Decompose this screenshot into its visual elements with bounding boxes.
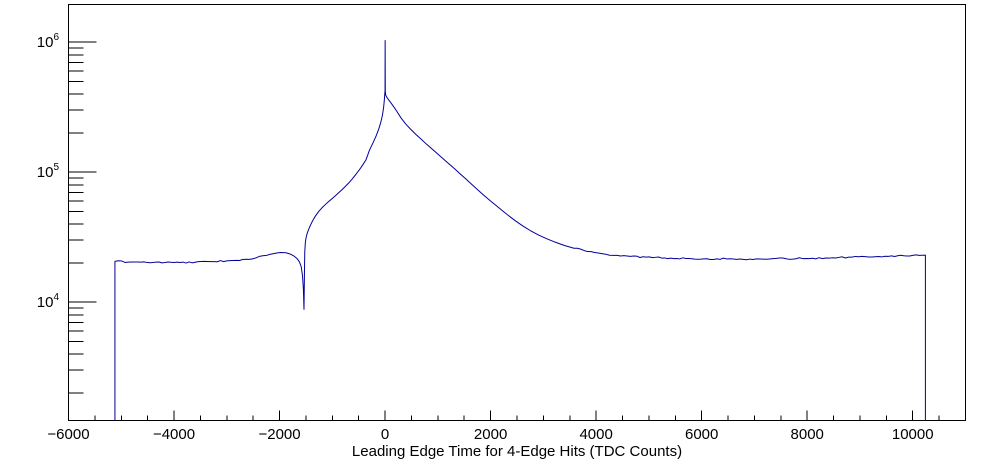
x-tick-label: 4000 (579, 426, 612, 443)
series-layer (114, 40, 926, 421)
x-axis-title: Leading Edge Time for 4-Edge Hits (TDC C… (351, 443, 683, 460)
y-tick-label: 105 (37, 162, 60, 181)
x-tick-label: −6000 (47, 426, 89, 443)
x-tick-label: 10000 (892, 426, 934, 443)
x-tick-label: 2000 (474, 426, 507, 443)
y-tick-label: 104 (37, 292, 60, 311)
x-tick-label: −2000 (258, 426, 300, 443)
plot-frame (68, 4, 966, 421)
axes-layer: −6000 −4000 −2000 0 2000 4000 6000 8000 10000 104… (37, 4, 966, 443)
histogram-line (114, 40, 926, 421)
x-tick-label: 8000 (791, 426, 824, 443)
x-tick-label: 0 (381, 426, 389, 443)
x-tick-label: 6000 (685, 426, 718, 443)
y-tick-label: 106 (37, 32, 60, 51)
x-tick-label: −4000 (153, 426, 195, 443)
